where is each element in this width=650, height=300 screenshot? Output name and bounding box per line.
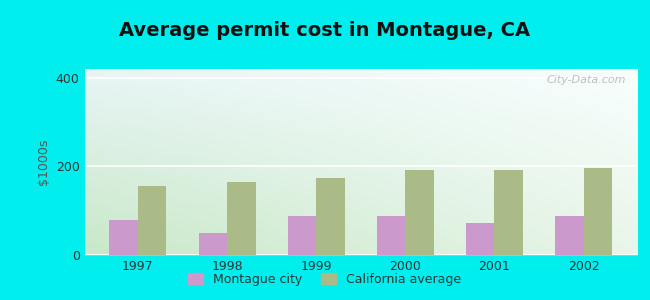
Text: City-Data.com: City-Data.com [547,75,626,85]
Bar [584,168,612,255]
Bar [227,182,255,255]
Text: Average permit cost in Montague, CA: Average permit cost in Montague, CA [120,21,530,40]
Legend: Montague city, California average: Montague city, California average [183,268,467,291]
Bar [138,186,166,255]
Bar [555,216,584,255]
Bar [288,216,316,255]
Bar [377,216,406,255]
Bar [316,178,344,255]
Bar [198,233,227,255]
Bar [406,170,434,255]
Bar [466,223,495,255]
Bar [495,170,523,255]
Y-axis label: $1000s: $1000s [37,139,50,185]
Bar [109,220,138,255]
